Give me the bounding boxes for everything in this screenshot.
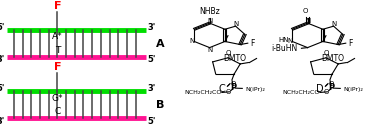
Text: N: N: [287, 38, 293, 44]
Text: F: F: [54, 1, 61, 11]
Text: C: C: [54, 107, 60, 116]
Text: N: N: [207, 47, 212, 53]
Text: NHBz: NHBz: [199, 7, 220, 16]
Text: A: A: [156, 38, 164, 49]
Text: F: F: [250, 39, 255, 48]
Text: 3': 3': [148, 23, 156, 32]
Text: 3': 3': [148, 84, 156, 93]
Text: i-BuHN: i-BuHN: [271, 44, 297, 53]
Text: 3': 3': [0, 55, 5, 64]
Text: F: F: [349, 39, 353, 48]
Text: 3': 3': [0, 117, 5, 126]
Text: N(iPr)₂: N(iPr)₂: [343, 87, 363, 92]
Text: 5': 5': [148, 55, 156, 64]
Text: DMTO: DMTO: [321, 54, 344, 63]
Text: 5': 5': [0, 84, 5, 93]
Text: O: O: [323, 50, 328, 56]
Text: N(iPr)₂: N(iPr)₂: [245, 87, 265, 92]
Text: O: O: [324, 89, 329, 95]
Text: O: O: [226, 89, 231, 95]
Text: 5': 5': [148, 117, 156, 126]
Text: C: C: [218, 84, 225, 94]
Text: N: N: [233, 21, 238, 27]
Text: 5': 5': [0, 23, 5, 32]
Text: O: O: [328, 81, 334, 87]
Text: N: N: [189, 38, 194, 44]
Text: O: O: [225, 50, 231, 56]
Text: B: B: [156, 100, 164, 110]
Text: P: P: [230, 83, 236, 92]
Text: F: F: [54, 62, 61, 72]
Text: N: N: [331, 21, 336, 27]
Text: P: P: [328, 83, 334, 92]
Text: O: O: [230, 81, 236, 87]
Text: NCH₂CH₂CO: NCH₂CH₂CO: [282, 90, 320, 95]
Text: N: N: [305, 18, 310, 24]
Text: A*: A*: [52, 33, 63, 41]
Text: NCH₂CH₂CO: NCH₂CH₂CO: [184, 90, 222, 95]
Text: G*: G*: [52, 94, 63, 103]
Text: DMTO: DMTO: [223, 54, 246, 63]
Text: T: T: [55, 46, 60, 55]
Text: HN: HN: [279, 37, 289, 43]
Text: O: O: [302, 8, 308, 14]
Text: N: N: [207, 18, 212, 24]
Text: D: D: [316, 84, 324, 94]
